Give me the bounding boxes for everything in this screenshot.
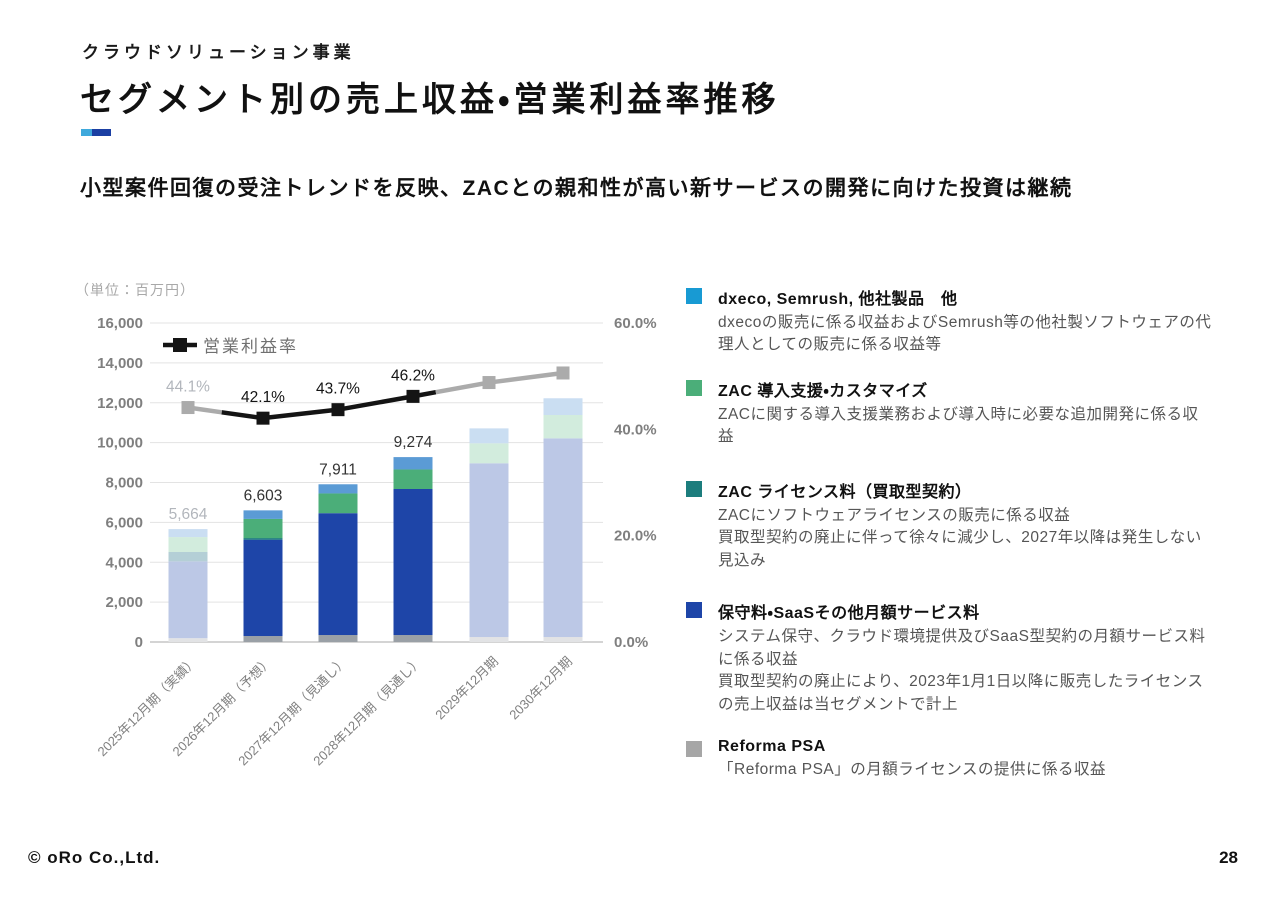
accent-bar-dark — [92, 129, 111, 136]
chart-line — [163, 338, 570, 425]
legend-desc-dxeco: dxecoの販売に係る収益およびSemrush等の他社製ソフトウェアの代理人とし… — [718, 314, 1212, 354]
legend-swatch-reforma-psa — [686, 741, 702, 758]
svg-text:16,000: 16,000 — [97, 315, 143, 332]
legend-title-zac-support: ZAC 導入支援・カスタマイズ — [718, 382, 928, 400]
legend-item-zac-support: ZAC 導入支援・カスタマイズ ZACに関する導入支援業務および導入時に必要な追… — [686, 377, 1214, 449]
legend-title-reforma-psa: Reforma PSA — [718, 738, 826, 756]
legend-text-dxeco: dxeco, Semrush, 他社製品 他 dxecoの販売に係る収益およびS… — [718, 285, 1214, 357]
legend-desc-zac-support: ZACに関する導入支援業務および導入時に必要な追加開発に係る収益 — [718, 405, 1199, 446]
legend-title-dxeco: dxeco, Semrush, 他社製品 他 — [718, 291, 958, 308]
svg-text:9,274: 9,274 — [394, 434, 433, 451]
legend-item-dxeco: dxeco, Semrush, 他社製品 他 dxecoの販売に係る収益およびS… — [686, 285, 1214, 357]
svg-text:12,000: 12,000 — [97, 395, 143, 412]
legend-title-zac-license: ZAC ライセンス料（買取型契約） — [718, 483, 972, 501]
legend-text-maintenance-saas: 保守料・SaaSその他月額サービス料 システム保守、クラウド環境提供及びSaaS… — [718, 599, 1214, 716]
legend-text-zac-license: ZAC ライセンス料（買取型契約） ZACにソフトウェアライセンスの販売に係る収… — [718, 478, 1214, 572]
page-title: セグメント別の売上収益・営業利益率推移 — [80, 81, 780, 119]
svg-text:6,000: 6,000 — [105, 514, 143, 531]
legend-swatch-zac-support — [686, 379, 702, 396]
legend-item-reforma-psa: Reforma PSA 「Reforma PSA」の月額ライセンスの提供に係る収… — [686, 738, 1214, 781]
svg-text:44.1%: 44.1% — [166, 379, 210, 396]
svg-text:7,911: 7,911 — [319, 461, 357, 478]
segment-revenue-chart: （単位：百万円） 16,000 14,000 12,000 10,000 8,000 6,0… — [75, 282, 657, 768]
slide-message: 小型案件回復の受注トレンドを反映、ZACとの親和性が高い新サービスの開発に向けた… — [80, 177, 1073, 200]
chart-bars — [168, 398, 583, 642]
title-accent-bar — [81, 129, 111, 136]
svg-text:6,603: 6,603 — [244, 487, 283, 504]
legend-item-maintenance-saas: 保守料・SaaSその他月額サービス料 システム保守、クラウド環境提供及びSaaS… — [686, 599, 1214, 716]
svg-text:60.0%: 60.0% — [614, 315, 657, 332]
svg-text:46.2%: 46.2% — [391, 367, 435, 384]
legend-desc-reforma-psa: 「Reforma PSA」の月額ライセンスの提供に係る収益 — [718, 761, 1106, 779]
svg-text:4,000: 4,000 — [105, 554, 143, 571]
unit-label: （単位：百万円） — [75, 282, 195, 298]
legend-text-reforma-psa: Reforma PSA 「Reforma PSA」の月額ライセンスの提供に係る収… — [718, 738, 1106, 781]
svg-text:20.0%: 20.0% — [614, 528, 657, 545]
legend-swatch-maintenance-saas — [686, 602, 702, 619]
svg-text:2030年12月期: 2030年12月期 — [506, 654, 575, 723]
svg-text:14,000: 14,000 — [97, 355, 143, 372]
svg-text:42.1%: 42.1% — [241, 389, 285, 406]
legend-text-zac-support: ZAC 導入支援・カスタマイズ ZACに関する導入支援業務および導入時に必要な追… — [718, 377, 1214, 449]
svg-text:2029年12月期: 2029年12月期 — [432, 654, 501, 723]
svg-text:0.0%: 0.0% — [614, 634, 648, 651]
svg-text:5,664: 5,664 — [169, 506, 208, 523]
svg-text:40.0%: 40.0% — [614, 421, 657, 438]
company-logo: © oRo Co.,Ltd. — [28, 848, 161, 867]
accent-bar-light — [81, 129, 92, 136]
line-series-legend: 営業利益率 — [203, 337, 298, 356]
legend-swatch-zac-license — [686, 480, 702, 497]
segment-legend-panel: dxeco, Semrush, 他社製品 他 dxecoの販売に係る収益およびS… — [686, 285, 1214, 782]
legend-swatch-dxeco — [686, 288, 702, 304]
section-kicker: クラウドソリューション事業 — [82, 43, 355, 62]
svg-text:0: 0 — [135, 634, 143, 651]
legend-title-maintenance-saas: 保守料・SaaSその他月額サービス料 — [718, 605, 980, 623]
legend-desc-zac-license: ZACにソフトウェアライセンスの販売に係る収益 買取型契約の廃止に伴って徐々に減… — [718, 506, 1202, 569]
legend-desc-maintenance-saas: システム保守、クラウド環境提供及びSaaS型契約の月額サービス料に係る収益 買取… — [718, 628, 1206, 713]
svg-text:43.7%: 43.7% — [316, 381, 360, 398]
svg-text:8,000: 8,000 — [105, 475, 143, 492]
legend-item-zac-license: ZAC ライセンス料（買取型契約） ZACにソフトウェアライセンスの販売に係る収… — [686, 478, 1214, 572]
svg-text:10,000: 10,000 — [97, 435, 143, 452]
chart-gridlines — [150, 322, 603, 643]
page-number: 28 — [1219, 848, 1238, 867]
svg-text:2,000: 2,000 — [105, 594, 143, 611]
